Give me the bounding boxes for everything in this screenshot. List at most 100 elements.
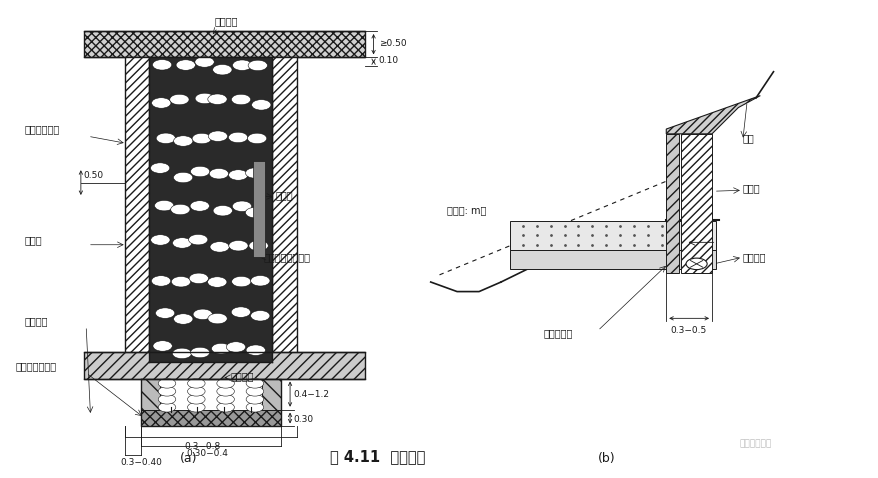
Circle shape (246, 379, 263, 388)
Circle shape (250, 275, 270, 286)
Circle shape (231, 307, 250, 317)
Circle shape (217, 394, 234, 404)
Circle shape (245, 168, 264, 178)
Circle shape (248, 133, 267, 144)
Text: ≥0.50: ≥0.50 (378, 39, 406, 48)
Circle shape (228, 132, 248, 143)
Circle shape (158, 379, 176, 388)
Text: 钉筋混凝土盖板: 钉筋混凝土盖板 (16, 361, 57, 371)
Circle shape (232, 60, 251, 70)
Circle shape (207, 94, 227, 105)
Circle shape (187, 387, 205, 396)
Bar (272, 57, 297, 362)
Text: 0.10: 0.10 (378, 56, 399, 65)
Text: 0.3−0.5: 0.3−0.5 (670, 326, 706, 335)
Text: 夯填黄土: 夯填黄土 (214, 16, 238, 26)
Circle shape (170, 204, 190, 215)
Circle shape (251, 99, 270, 110)
Circle shape (245, 207, 264, 218)
Circle shape (173, 172, 192, 183)
Text: 防滗层: 防滗层 (742, 183, 759, 193)
Polygon shape (666, 96, 759, 134)
Circle shape (195, 57, 214, 67)
Circle shape (173, 136, 192, 146)
Circle shape (151, 98, 170, 108)
Text: 0.3−0.40: 0.3−0.40 (120, 458, 162, 467)
Circle shape (232, 276, 251, 287)
Circle shape (158, 394, 176, 404)
Text: 反滤层: 反滤层 (25, 235, 42, 245)
Text: 图 4.11  截水渗沟: 图 4.11 截水渗沟 (330, 450, 425, 465)
Circle shape (189, 273, 208, 283)
Circle shape (228, 240, 248, 251)
Bar (262, 379, 281, 410)
Circle shape (226, 342, 245, 352)
Circle shape (231, 94, 250, 105)
Circle shape (173, 314, 192, 324)
Text: 浆砂片石: 浆砂片石 (230, 371, 254, 381)
Circle shape (228, 170, 248, 180)
Circle shape (248, 240, 268, 251)
Circle shape (187, 402, 205, 412)
Circle shape (169, 94, 189, 105)
Circle shape (685, 258, 706, 270)
Circle shape (172, 348, 191, 358)
Bar (140, 410, 281, 426)
Circle shape (187, 379, 205, 388)
Text: 排水暗沟: 排水暗沟 (742, 252, 766, 262)
Bar (149, 57, 272, 362)
Text: 不透水层: 不透水层 (25, 316, 48, 326)
Circle shape (207, 277, 227, 287)
Text: 0.4−1.2: 0.4−1.2 (293, 390, 329, 399)
Circle shape (208, 131, 227, 141)
Circle shape (150, 235, 169, 245)
Circle shape (158, 402, 176, 412)
Circle shape (152, 60, 171, 70)
Circle shape (246, 394, 263, 404)
Circle shape (156, 133, 176, 143)
Circle shape (171, 276, 191, 287)
Circle shape (151, 276, 170, 286)
Circle shape (212, 343, 231, 354)
Circle shape (208, 313, 227, 324)
Bar (680, 134, 711, 273)
Circle shape (176, 60, 195, 70)
Circle shape (212, 206, 232, 216)
Circle shape (250, 311, 270, 321)
Circle shape (209, 168, 228, 179)
Circle shape (212, 65, 232, 75)
Polygon shape (509, 221, 716, 250)
Bar (253, 161, 265, 257)
Circle shape (217, 387, 234, 396)
Text: 黄土: 黄土 (742, 133, 753, 143)
Circle shape (248, 60, 267, 71)
Circle shape (232, 201, 251, 212)
Circle shape (195, 93, 214, 104)
Text: 0.30: 0.30 (293, 415, 313, 424)
Text: （单位: m）: （单位: m） (446, 205, 486, 215)
Circle shape (217, 402, 234, 412)
Text: 隔渗层: 隔渗层 (276, 190, 293, 200)
Text: (b): (b) (597, 452, 615, 465)
Circle shape (150, 163, 169, 174)
Circle shape (155, 308, 175, 318)
Circle shape (210, 242, 229, 252)
Text: 0.30−0.4: 0.30−0.4 (186, 449, 228, 458)
Circle shape (155, 200, 174, 211)
Bar (666, 134, 679, 273)
Circle shape (172, 238, 191, 248)
Bar (125, 57, 149, 362)
Text: (a): (a) (180, 452, 198, 465)
Circle shape (246, 387, 263, 396)
Circle shape (153, 341, 172, 351)
Circle shape (191, 347, 210, 358)
Circle shape (188, 234, 207, 245)
Text: 0.3−0.8: 0.3−0.8 (184, 442, 220, 451)
Text: 填洗净碎（卵）石: 填洗净碎（卵）石 (263, 252, 310, 262)
Text: 筑龙路桥设计: 筑龙路桥设计 (738, 439, 771, 448)
Text: 单层干砂片石: 单层干砂片石 (25, 124, 60, 134)
Circle shape (192, 133, 212, 144)
Polygon shape (509, 250, 716, 269)
Circle shape (187, 394, 205, 404)
Bar (140, 379, 160, 410)
